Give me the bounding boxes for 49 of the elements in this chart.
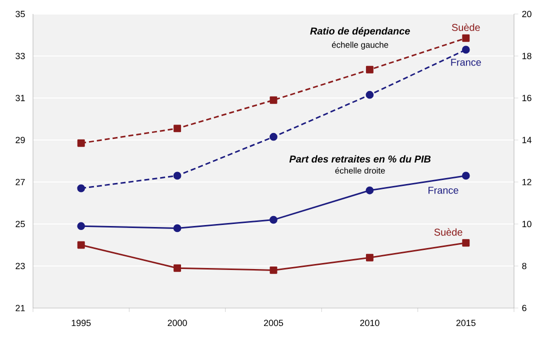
x-tick-label: 2000 [168,320,187,326]
y-tick-label: 31 [16,94,25,102]
point [173,172,182,180]
annotation: échelle droite [335,167,385,174]
point [462,46,470,54]
point [366,90,374,99]
point [77,184,86,192]
x-tick-label: 2015 [456,320,476,326]
series-label: Suède [434,228,462,236]
y-tick-label: 23 [16,262,25,270]
point [366,186,374,194]
y-tick-label: 25 [16,220,25,228]
point [77,222,86,230]
point [173,224,182,232]
y-tick-label: 27 [16,178,25,186]
y2-tick-label: 12 [522,178,532,186]
y2-tick-label: 6 [522,304,526,312]
point [174,264,182,272]
annotation: échelle gauche [332,42,388,50]
x-tick-label: 1995 [72,320,91,326]
series-label: France [428,186,458,194]
y-tick-label: 29 [16,136,25,144]
point [270,266,278,274]
point [174,124,182,132]
point [77,241,85,249]
y2-tick-label: 20 [522,10,532,18]
point [462,172,470,180]
series-label: France [451,58,481,66]
point [462,34,470,42]
series-label: Suède [452,24,480,31]
y-tick-label: 35 [16,10,25,18]
y2-tick-label: 18 [522,52,532,60]
point [77,139,85,147]
y2-tick-label: 16 [522,94,532,102]
point [270,216,278,224]
y-tick-label: 33 [16,52,25,60]
y2-tick-label: 8 [522,262,526,270]
x-tick-label: 2005 [264,320,284,326]
y2-tick-label: 10 [522,220,532,228]
annotation: Part des retraites en % du PIB [289,155,431,163]
point [366,254,374,262]
x-tick-label: 2010 [360,320,380,326]
y-tick-label: 21 [16,304,25,312]
point [270,96,278,104]
point [462,239,470,247]
point [366,66,374,74]
point [270,132,278,141]
annotation: Ratio de dépendance [310,27,410,37]
y2-tick-label: 14 [522,136,532,144]
